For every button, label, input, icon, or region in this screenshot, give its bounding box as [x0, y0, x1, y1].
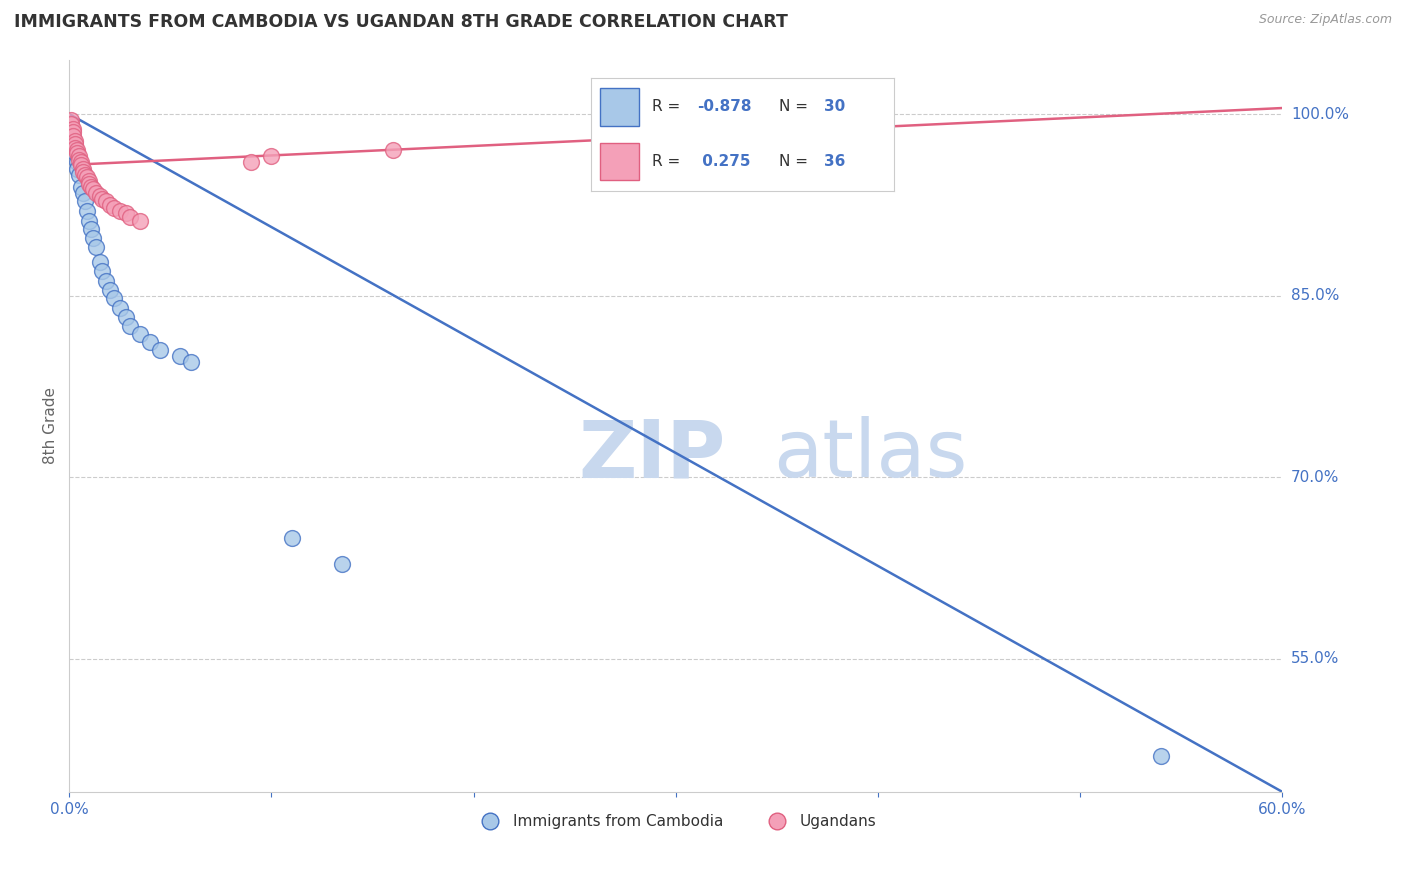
Point [118, 210, 141, 224]
Point [66, 155, 89, 169]
Y-axis label: 8th Grade: 8th Grade [44, 387, 58, 464]
Text: atlas: atlas [773, 416, 967, 494]
Point [381, 144, 404, 158]
Point [60, 131, 83, 145]
Point [76, 203, 98, 218]
Point [80, 222, 103, 236]
Point [94, 194, 117, 209]
Point [79, 174, 101, 188]
Text: 100.0%: 100.0% [1291, 106, 1348, 121]
Point [139, 334, 162, 349]
Point [67, 168, 90, 182]
Point [260, 149, 283, 163]
Point [94, 274, 117, 288]
Point [240, 155, 263, 169]
Point [66, 161, 89, 176]
Point [60, 117, 83, 131]
Point [70, 155, 93, 169]
Point [84, 186, 107, 200]
Point [90, 264, 112, 278]
Point [280, 531, 302, 545]
Point [66, 145, 89, 160]
Text: 85.0%: 85.0% [1291, 288, 1339, 303]
Text: Source: ZipAtlas.com: Source: ZipAtlas.com [1258, 13, 1392, 27]
Point [65, 145, 87, 160]
Point [90, 192, 112, 206]
Point [62, 137, 84, 152]
Point [70, 158, 93, 172]
Point [76, 169, 98, 184]
Point [115, 310, 138, 325]
Point [67, 153, 90, 167]
Point [66, 144, 89, 158]
Text: 55.0%: 55.0% [1291, 651, 1339, 666]
Point [180, 355, 202, 369]
Point [80, 179, 103, 194]
Point [70, 179, 93, 194]
Point [115, 206, 138, 220]
Text: 70.0%: 70.0% [1291, 470, 1339, 484]
Legend: Immigrants from Cambodia, Ugandans: Immigrants from Cambodia, Ugandans [468, 808, 883, 836]
Point [98, 198, 121, 212]
Point [72, 161, 94, 176]
Point [149, 343, 172, 358]
Point [79, 213, 101, 227]
Point [79, 178, 101, 192]
Point [89, 189, 111, 203]
Text: ZIP: ZIP [579, 416, 725, 494]
Point [103, 202, 125, 216]
Point [82, 230, 104, 244]
Point [67, 149, 90, 163]
Point [72, 165, 94, 179]
Point [118, 318, 141, 333]
Point [1150, 748, 1173, 763]
Point [75, 194, 97, 209]
Point [65, 137, 87, 152]
Point [89, 254, 111, 268]
Point [108, 301, 131, 315]
Point [129, 327, 152, 342]
Point [65, 134, 87, 148]
Point [62, 128, 84, 143]
Point [75, 168, 97, 182]
Point [84, 240, 107, 254]
Point [330, 558, 353, 572]
Point [62, 121, 84, 136]
Point [103, 291, 125, 305]
Point [82, 182, 104, 196]
Point [169, 349, 191, 363]
Point [108, 203, 131, 218]
Point [65, 141, 87, 155]
Point [60, 113, 83, 128]
Point [72, 186, 94, 200]
Point [62, 125, 84, 139]
Point [98, 283, 121, 297]
Text: IMMIGRANTS FROM CAMBODIA VS UGANDAN 8TH GRADE CORRELATION CHART: IMMIGRANTS FROM CAMBODIA VS UGANDAN 8TH … [14, 13, 787, 31]
Point [129, 213, 152, 227]
